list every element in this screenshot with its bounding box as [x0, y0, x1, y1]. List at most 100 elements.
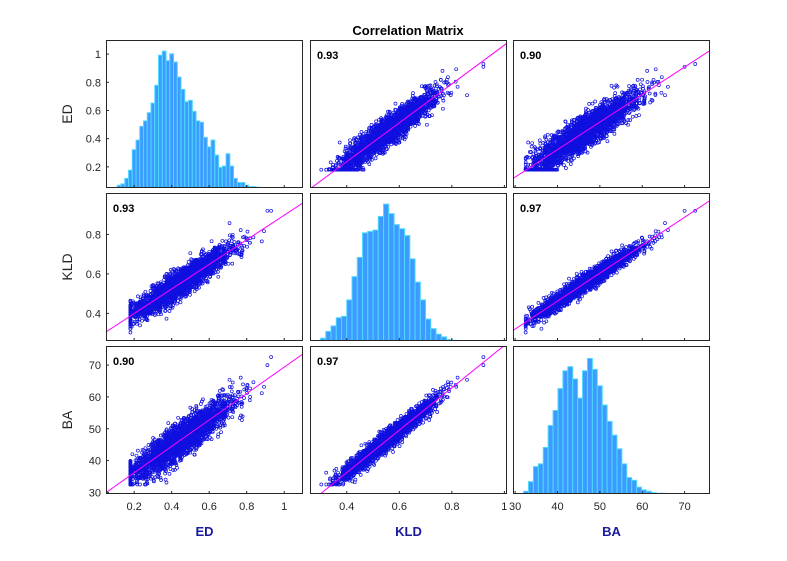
scatter-point	[609, 115, 614, 120]
scatter-point	[400, 136, 405, 141]
scatter-point	[426, 104, 431, 109]
scatter-point	[378, 151, 382, 156]
scatter-point	[609, 84, 614, 88]
scatter-point	[343, 160, 348, 164]
scatter-point	[419, 110, 424, 115]
scatter-point	[375, 129, 380, 133]
scatter-point	[319, 167, 324, 172]
scatter-point	[411, 115, 416, 120]
scatter-point	[635, 78, 640, 82]
scatter-point	[530, 141, 535, 146]
scatter-point	[358, 160, 363, 165]
scatter-point	[523, 160, 528, 165]
scatter-point	[364, 150, 369, 154]
scatter-point	[350, 145, 355, 149]
scatter-point	[616, 99, 620, 104]
scatter-point	[337, 167, 341, 172]
scatter-point	[442, 80, 447, 85]
scatter-point	[526, 162, 531, 167]
scatter-point	[552, 160, 556, 164]
scatter-point	[373, 132, 378, 136]
scatter-point	[396, 113, 400, 118]
scatter-point	[336, 161, 341, 165]
panel-content	[513, 50, 710, 179]
scatter-point	[378, 132, 382, 137]
scatter-point	[368, 157, 372, 162]
scatter-point	[422, 84, 427, 89]
scatter-point	[595, 140, 600, 145]
scatter-point	[407, 108, 412, 112]
scatter-point	[439, 86, 444, 91]
scatter-point	[572, 117, 576, 122]
scatter-point	[598, 111, 603, 115]
scatter-point	[394, 142, 398, 146]
scatter-point	[379, 116, 383, 120]
scatter-point	[647, 91, 652, 96]
scatter-point	[653, 67, 658, 72]
histogram-bar	[135, 139, 141, 188]
scatter-point	[561, 154, 566, 159]
scatter-point	[659, 75, 664, 80]
scatter-point	[621, 116, 626, 120]
scatter-point	[357, 132, 362, 137]
histogram-bar	[128, 169, 133, 188]
scatter-point	[556, 129, 561, 134]
scatter-point	[349, 145, 353, 149]
scatter-point	[349, 167, 353, 172]
scatter-point	[613, 91, 618, 95]
scatter-point	[627, 93, 632, 97]
scatter-point	[423, 110, 428, 115]
scatter-point	[348, 138, 352, 143]
scatter-point	[330, 167, 334, 172]
scatter-point	[391, 125, 396, 129]
histogram-bar	[199, 121, 205, 188]
histogram-bar	[180, 88, 186, 188]
scatter-point	[593, 136, 598, 141]
scatter-point	[402, 108, 407, 112]
scatter-point	[650, 82, 654, 86]
panel-content	[310, 42, 507, 188]
scatter-point	[412, 120, 417, 125]
scatter-point	[371, 146, 376, 150]
scatter-point	[359, 130, 364, 134]
scatter-point	[384, 146, 389, 151]
scatter-point	[428, 87, 433, 92]
scatter-point	[438, 77, 443, 82]
scatter-point	[361, 154, 366, 159]
scatter-point	[409, 103, 413, 108]
scatter-point	[365, 151, 369, 155]
scatter-point	[356, 165, 360, 169]
scatter-point	[394, 107, 398, 112]
histogram-bar	[169, 53, 175, 188]
scatter-point	[373, 142, 378, 147]
scatter-point	[333, 163, 338, 168]
scatter-point	[342, 167, 347, 172]
scatter-point	[361, 167, 366, 172]
histogram-bar	[143, 120, 148, 188]
scatter-point	[602, 130, 607, 135]
histogram-bar	[221, 165, 227, 188]
scatter-point	[590, 143, 594, 147]
scatter-point	[361, 132, 366, 136]
scatter-point	[653, 91, 658, 96]
scatter-point	[355, 141, 360, 146]
scatter-point	[388, 132, 393, 136]
scatter-point	[382, 128, 387, 133]
y-tick-label: 0.8	[86, 77, 101, 89]
scatter-point	[358, 153, 363, 158]
scatter-point	[407, 100, 412, 105]
scatter-point	[655, 79, 660, 84]
scatter-point	[400, 102, 404, 106]
scatter-point	[582, 146, 586, 151]
scatter-point	[365, 144, 369, 149]
histogram-bar	[203, 136, 208, 188]
scatter-point	[416, 118, 420, 123]
scatter-point	[576, 154, 581, 158]
scatter-point	[404, 118, 409, 122]
scatter-point	[616, 122, 621, 126]
scatter-point	[355, 155, 360, 160]
scatter-point	[353, 160, 358, 164]
histogram-bar	[131, 149, 137, 188]
scatter-point	[335, 155, 340, 159]
scatter-point	[570, 151, 575, 156]
